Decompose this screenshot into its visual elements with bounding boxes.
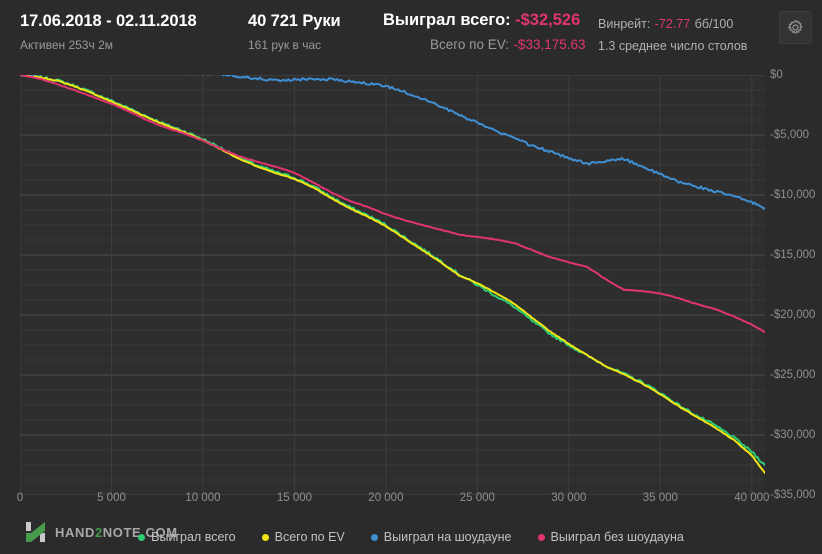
x-axis-tick-label: 20 000 [368, 492, 404, 504]
hands-per-hour-label: 161 рук в час [248, 38, 322, 52]
winrate-label: Винрейт: [598, 17, 651, 31]
legend-color-swatch [138, 533, 146, 541]
gear-icon [787, 19, 803, 34]
ev-total-value: -$33,175.63 [513, 37, 586, 52]
legend-item-1[interactable]: Выиграл всего [138, 530, 236, 544]
legend-label: Выиграл всего [151, 530, 236, 544]
hand2note-logo-icon [26, 522, 45, 542]
hands-count-group: 40 721 Руки [248, 12, 341, 31]
plot-canvas[interactable] [20, 75, 765, 495]
y-axis-tick-label: $0 [770, 69, 783, 81]
won-total-label: Выиграл всего: [383, 11, 511, 29]
watermark-part3: NOTE.COM [102, 524, 178, 540]
x-axis-tick-label: 5 000 [97, 492, 126, 504]
ev-total-group: Всего по EV: -$33,175.63 [430, 36, 586, 54]
date-range-label: 17.06.2018 - 02.11.2018 [20, 12, 197, 30]
x-axis-tick-label: 0 [16, 492, 24, 504]
y-axis-tick-label: -$15,000 [770, 249, 816, 261]
legend-label: Всего по EV [274, 530, 345, 544]
x-axis-tick-label: 30 000 [551, 492, 587, 504]
date-range-group: 17.06.2018 - 02.11.2018 [20, 12, 197, 31]
y-axis-tick-label: -$5,000 [770, 129, 810, 141]
chart-area: HAND2NOTE.COM [0, 62, 822, 542]
x-axis-tick-label: 40 000 [734, 492, 770, 504]
hand2note-watermark: HAND2NOTE.COM [25, 520, 178, 544]
series-line-3 [20, 75, 765, 210]
x-axis-tick-label: 35 000 [642, 492, 678, 504]
legend-label: Выиграл без шоудауна [550, 530, 684, 544]
winnings-line-chart [20, 75, 765, 495]
legend-color-swatch [537, 533, 545, 541]
y-axis-tick-label: -$10,000 [770, 189, 816, 201]
won-total-group: Выиграл всего: -$32,526 [383, 11, 580, 30]
y-axis-tick-label: -$20,000 [770, 309, 816, 321]
chart-legend: Выиграл всего Всего по EV Выиграл на шоуда… [0, 520, 822, 554]
winrate-value: -72.77 [654, 17, 691, 31]
active-time-label: Активен 253ч 2м [20, 38, 113, 52]
won-total-value: -$32,526 [515, 11, 581, 29]
legend-label: Выиграл на шоудауне [383, 530, 512, 544]
x-axis-labels: 0 5 000 10 000 15 000 20 000 25 000 30 000 35 0… [0, 492, 790, 516]
watermark-part1: HAND [55, 524, 95, 540]
series-line-2 [20, 75, 765, 475]
legend-item-4[interactable]: Выиграл без шоудауна [537, 530, 684, 544]
hands-per-hour-group: 161 рук в час [248, 38, 321, 52]
settings-button[interactable] [779, 11, 812, 44]
x-axis-tick-label: 25 000 [459, 492, 495, 504]
watermark-part2: 2 [94, 524, 103, 540]
y-axis-tick-label: -$30,000 [770, 429, 816, 441]
y-axis-tick-label: -$25,000 [770, 369, 816, 381]
watermark-text: HAND2NOTE.COM [55, 525, 178, 540]
legend-item-3[interactable]: Выиграл на шоудауне [370, 530, 512, 544]
winrate-group: Винрейт: -72.77 бб/100 [598, 15, 733, 33]
legend-color-swatch [370, 533, 378, 541]
stats-header: 17.06.2018 - 02.11.2018 Активен 253ч 2м … [0, 0, 822, 62]
legend-color-swatch [261, 533, 269, 541]
y-axis-labels: $0 -$5,000 -$10,000 -$15,000 -$20,000 -$25,00… [770, 62, 822, 510]
avg-tables-label: 1.3 среднее число столов [598, 39, 748, 53]
legend-item-2[interactable]: Всего по EV [261, 530, 345, 544]
active-time-group: Активен 253ч 2м [20, 38, 113, 52]
x-axis-tick-label: 10 000 [185, 492, 221, 504]
avg-tables-group: 1.3 среднее число столов [598, 37, 747, 55]
hands-count-label: 40 721 Руки [248, 12, 341, 30]
winrate-unit: бб/100 [694, 17, 734, 31]
y-axis-tick-label: -$35,000 [770, 489, 816, 501]
series-line-4 [20, 75, 765, 334]
x-axis-tick-label: 15 000 [276, 492, 313, 504]
ev-total-label: Всего по EV: [430, 37, 509, 52]
